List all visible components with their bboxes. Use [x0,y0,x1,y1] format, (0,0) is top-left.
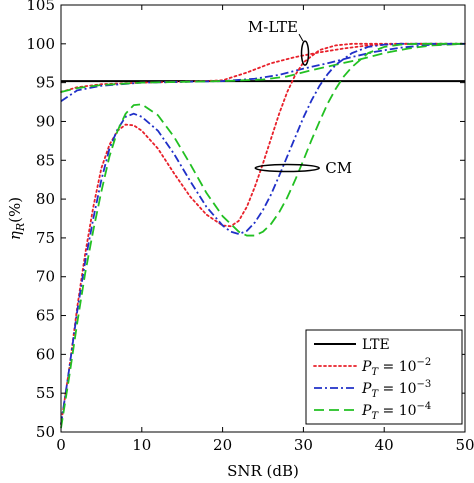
legend-label-1: PT = 10−2 [361,357,431,378]
annotation-layer: M-LTE CM [248,18,352,177]
legend-label-0: LTE [362,337,390,353]
series-line-4 [60,42,466,426]
series-line-3 [60,42,466,93]
y-tick-label: 100 [26,35,55,53]
mlte-label: M-LTE [248,18,298,36]
series-line-2 [60,42,466,103]
x-tick-label: 30 [294,436,313,454]
y-tick-label: 60 [36,345,55,363]
cm-label: CM [325,159,352,177]
cm-ellipse [254,163,320,173]
plot-frame [60,4,466,433]
x-tick-label: 10 [132,436,151,454]
y-tick-label: 90 [36,112,55,130]
x-tick-label: 50 [455,436,474,454]
series-line-5 [60,42,465,425]
ticks-layer: 0 10 20 30 40 50 50 55 60 65 70 75 80 85 90 95 100 105 [26,0,474,454]
y-tick-label: 80 [36,190,55,208]
y-tick-label: 70 [36,268,55,286]
legend-box [305,329,463,425]
y-axis-label: ηR(%) [6,197,27,240]
mlte-ellipse [300,40,310,66]
legend-label-3: PT = 10−4 [361,401,431,422]
y-tick-label: 50 [36,423,55,441]
y-tick-label: 75 [36,229,55,247]
y-tick-label: 95 [36,74,55,92]
y-tick-label: 65 [36,307,55,325]
series-layer [60,42,466,429]
x-tick-label: 40 [375,436,394,454]
mlte-pointer [298,33,304,42]
legend-label-2: PT = 10−3 [361,379,431,400]
y-tick-label: 55 [36,384,55,402]
x-axis-label: SNR (dB) [227,462,299,480]
y-tick-label: 85 [36,151,55,169]
x-tick-label: 0 [56,436,66,454]
y-tick-label: 105 [26,0,55,14]
legend: LTE PT = 10−2PT = 10−3PT = 10−4 [305,329,463,425]
y-axis-label-text: ηR(%) [6,197,27,240]
x-tick-label: 20 [213,436,232,454]
series-line-6 [60,42,465,429]
